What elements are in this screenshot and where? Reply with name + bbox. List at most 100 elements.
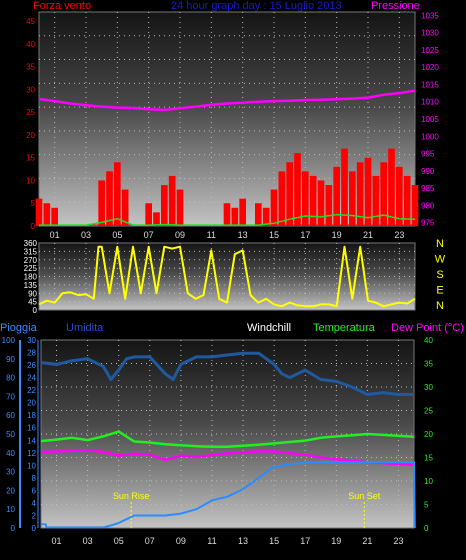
annotation-layer: Sun Rise Sun Set	[113, 491, 381, 528]
humidity-label: Umidita	[66, 322, 104, 334]
direction-y-tick: 180	[24, 273, 38, 282]
rain-outer-y-tick: 60	[6, 411, 15, 420]
x-tick-label: 15	[269, 230, 279, 240]
gust-line	[39, 213, 416, 226]
rain-outer-y-tick: 90	[6, 355, 15, 364]
wind-bar	[106, 171, 113, 226]
temperature-y-tick: 20	[424, 430, 433, 439]
x-tick-label: 23	[393, 536, 403, 546]
sun-set-label: Sun Set	[348, 491, 381, 501]
rain-axis-label: Pioggia	[0, 322, 38, 334]
wind-y-tick: 0	[31, 222, 36, 231]
temperature-label: Temperatura	[313, 322, 376, 334]
wind-bar	[231, 207, 239, 226]
wind-bar	[153, 212, 160, 226]
x-tick-label: 09	[175, 230, 185, 240]
wind-y-tick: 35	[26, 63, 35, 72]
rain-inner-y-tick: 18	[27, 411, 36, 420]
wind-bar	[349, 171, 356, 226]
wind-bar	[270, 189, 278, 226]
wind-y-tick: 30	[26, 85, 35, 94]
temperature-y-tick: 15	[424, 454, 433, 463]
temperature-y-tick: 40	[424, 336, 433, 345]
wind-bar	[121, 189, 129, 226]
wind-bar	[145, 203, 152, 226]
rain-outer-y-tick: 80	[6, 374, 15, 383]
rain-outer-y-tick: 70	[6, 392, 15, 401]
wind-bar	[380, 162, 387, 226]
wind-bar	[364, 157, 372, 226]
direction-y-tick: 45	[28, 298, 37, 307]
x-tick-label: 09	[176, 536, 186, 546]
tick-labels-layer: 01 03 05 07 09 11 13 15 17 19 21 230510152025303540…	[2, 11, 446, 546]
wind-bar	[35, 198, 43, 226]
direction-line	[38, 245, 416, 308]
compass-tick: N	[436, 238, 444, 250]
x-tick-label: 11	[207, 536, 216, 546]
wind-bar	[176, 189, 184, 226]
wind-bar	[255, 203, 262, 226]
wind-y-tick: 15	[26, 154, 35, 163]
rain-inner-y-tick: 30	[27, 336, 36, 345]
x-tick-label: 17	[300, 536, 310, 546]
chart-title: 24 hour graph day : 15 Luglio 2013	[171, 0, 342, 12]
rain-inner-y-tick: 14	[27, 436, 36, 445]
dewpoint-label: Dew Point (°C)	[391, 322, 464, 334]
pressure-y-tick: 995	[421, 150, 435, 159]
x-tick-label: 21	[363, 230, 373, 240]
x-tick-label: 13	[238, 230, 248, 240]
rain-inner-y-tick: 22	[27, 386, 36, 395]
wind-y-tick: 10	[26, 176, 35, 185]
x-tick-label: 19	[332, 230, 342, 240]
pressure-y-tick: 1035	[421, 11, 439, 20]
x-tick-label: 03	[81, 230, 91, 240]
wind-axis-label: Forza vento	[33, 0, 91, 12]
wind-bar	[168, 175, 176, 226]
wind-bar	[356, 162, 364, 226]
wind-y-tick: 20	[26, 131, 35, 140]
wind-bar	[317, 180, 325, 226]
x-tick-label: 05	[112, 230, 122, 240]
wind-bar	[262, 207, 270, 226]
x-tick-label: 19	[331, 536, 341, 546]
x-tick-label: 07	[145, 536, 155, 546]
windchill-label: Windchill	[247, 322, 291, 334]
wind-bar	[43, 203, 51, 226]
rain-inner-y-tick: 20	[27, 399, 36, 408]
rain-outer-y-tick: 40	[6, 449, 15, 458]
rain-inner-y-tick: 24	[27, 374, 36, 383]
rain-outer-y-tick: 50	[6, 430, 15, 439]
wind-bar	[98, 180, 105, 226]
compass-tick: E	[436, 285, 443, 297]
pressure-y-tick: 1025	[421, 46, 439, 55]
wind-bar	[114, 162, 121, 226]
wind-bar	[309, 175, 317, 226]
wind-bar	[325, 185, 333, 226]
rain-line	[41, 461, 416, 529]
pressure-y-tick: 1015	[421, 80, 439, 89]
x-tick-label: 07	[144, 230, 154, 240]
rain-inner-y-tick: 12	[27, 449, 36, 458]
wind-bar	[372, 175, 380, 226]
wind-bar	[51, 207, 58, 226]
temperature-y-tick: 35	[424, 360, 433, 369]
x-tick-label: 11	[207, 230, 216, 240]
rain-inner-y-tick: 8	[32, 474, 37, 483]
rain-inner-y-tick: 10	[27, 461, 36, 470]
pressure-y-tick: 980	[421, 201, 435, 210]
wind-bar	[302, 171, 309, 226]
x-tick-label: 21	[362, 536, 372, 546]
dewpoint-line	[40, 449, 415, 467]
humidity-line	[40, 351, 414, 396]
wind-bar	[239, 198, 246, 226]
temperature-line	[40, 430, 415, 448]
direction-y-tick: 270	[24, 256, 38, 265]
sun-rise-label: Sun Rise	[113, 491, 150, 501]
rain-outer-y-tick: 10	[6, 505, 15, 514]
wind-bar	[388, 148, 395, 226]
compass-tick: W	[435, 254, 446, 266]
pressure-y-tick: 1030	[421, 29, 439, 38]
direction-y-tick: 135	[24, 281, 38, 290]
